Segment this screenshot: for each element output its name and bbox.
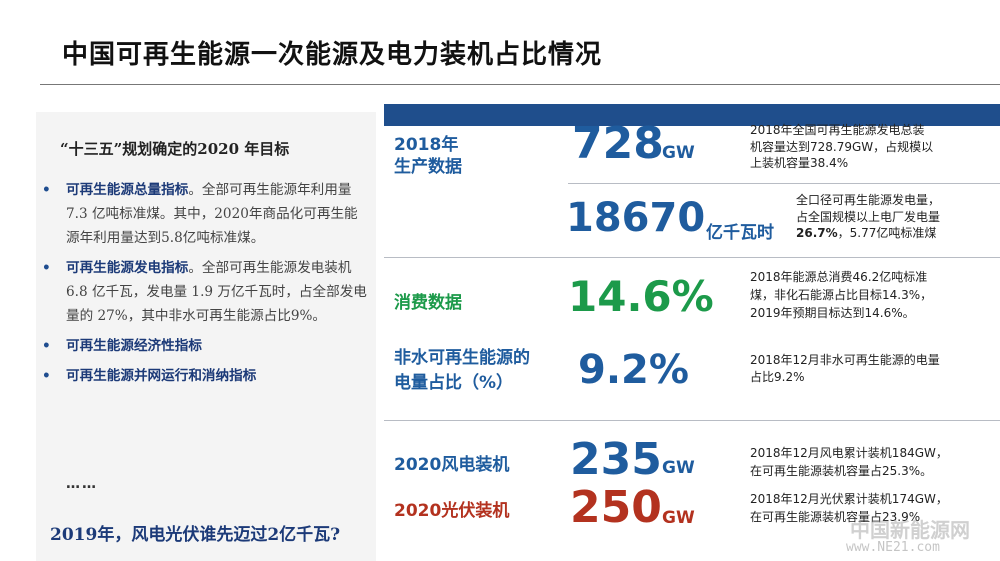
- target-list: • 可再生能源总量指标。全部可再生能源年利用量 7.3 亿吨标准煤。其中，202…: [40, 178, 370, 394]
- desc-line: 2018年12月风电累计装机184GW，: [750, 446, 948, 460]
- consumption-description: 2018年能源总消费46.2亿吨标准 煤，非化石能源占比目标14.3%， 201…: [750, 268, 980, 322]
- list-item: • 可再生能源总量指标。全部可再生能源年利用量 7.3 亿吨标准煤。其中，202…: [40, 178, 370, 250]
- desc-line: 2018年全国可再生能源发电总装: [750, 123, 925, 137]
- desc-highlight: 26.7%: [796, 226, 838, 240]
- consumption-value: 14.6%: [568, 272, 714, 321]
- list-item: • 可再生能源经济性指标: [40, 334, 370, 358]
- bullet-keyword: 可再生能源并网运行和消纳指标: [66, 368, 257, 384]
- ellipsis: ……: [66, 476, 98, 492]
- list-item: • 可再生能源发电指标。全部可再生能源发电装机 6.8 亿千瓦，发电量 1.9 …: [40, 256, 370, 328]
- bullet-text: 。全部可再生能源发电装机 6.8 亿千瓦，发电量 1.9 万亿千瓦时，占全部发电…: [66, 260, 367, 324]
- watermark-logo: 中国新能源网: [850, 518, 970, 542]
- row-divider: [568, 183, 1000, 184]
- row-divider: [384, 257, 1000, 258]
- desc-line: 在可再生能源装机容量占23.9%: [750, 510, 921, 524]
- pv-label: 2020光伏装机: [394, 501, 510, 521]
- production-label-line: 生产数据: [394, 157, 462, 177]
- header-band: [384, 104, 1000, 126]
- bullet-keyword: 可再生能源经济性指标: [66, 338, 202, 354]
- wind-value: 235: [570, 434, 662, 485]
- desc-line: 2018年能源总消费46.2亿吨标准: [750, 270, 928, 284]
- desc-text: ，5.77亿吨标准煤: [837, 226, 937, 240]
- capacity-description: 2018年全国可再生能源发电总装 机容量达到728.79GW，占规模以 上装机容…: [750, 122, 980, 172]
- consumption-label: 消费数据: [394, 293, 462, 313]
- nonhydro-label-line: 非水可再生能源的: [394, 348, 530, 368]
- nonhydro-description: 2018年12月非水可再生能源的电量 占比9.2%: [750, 352, 990, 385]
- wind-label: 2020风电装机: [394, 455, 510, 475]
- pv-value: 250: [570, 482, 662, 533]
- watermark-url: www.NE21.com: [846, 540, 940, 555]
- desc-line: 2018年12月非水可再生能源的电量: [750, 353, 940, 367]
- production-label-line: 2018年: [394, 135, 459, 155]
- nonhydro-value: 9.2%: [578, 347, 689, 393]
- wind-description: 2018年12月风电累计装机184GW， 在可再生能源装机容量占25.3%。: [750, 444, 990, 480]
- desc-line: 占全国规模以上电厂发电量: [796, 209, 941, 224]
- bullet-keyword: 可再生能源发电指标: [66, 260, 189, 276]
- generation-value: 18670: [566, 195, 706, 241]
- pv-description: 2018年12月光伏累计装机174GW， 在可再生能源装机容量占23.9%: [750, 490, 990, 526]
- left-subtitle: “十三五”规划确定的2020 年目标: [60, 140, 290, 158]
- desc-line: 机容量达到728.79GW，占规模以: [750, 139, 934, 154]
- capacity-unit: GW: [662, 143, 695, 163]
- bullet-keyword: 可再生能源总量指标: [66, 182, 189, 198]
- desc-line: 在可再生能源装机容量占25.3%。: [750, 464, 933, 478]
- list-item: • 可再生能源并网运行和消纳指标: [40, 364, 370, 388]
- generation-description: 全口径可再生能源发电量， 占全国规模以上电厂发电量 26.7%，5.77亿吨标准…: [796, 192, 996, 242]
- bullet-icon: •: [42, 260, 51, 276]
- desc-line: 煤，非化石能源占比目标14.3%，: [750, 288, 933, 302]
- wind-unit: GW: [662, 458, 695, 478]
- bullet-icon: •: [42, 338, 51, 354]
- nonhydro-label-line: 电量占比（%）: [394, 373, 514, 393]
- desc-line: 2018年12月光伏累计装机174GW，: [750, 492, 948, 506]
- left-panel: [36, 112, 376, 561]
- desc-line: 26.7%，5.77亿吨标准煤: [796, 225, 996, 242]
- capacity-value: 728: [572, 118, 664, 169]
- bullet-text: 。全部可再生能源年利用量 7.3 亿吨标准煤。其中，2020年商品化可再生能源年…: [66, 182, 358, 246]
- bottom-question: 2019年，风电光伏谁先迈过2亿千瓦?: [50, 525, 341, 545]
- title-divider: [40, 84, 1000, 85]
- bullet-icon: •: [42, 368, 51, 384]
- generation-unit: 亿千瓦时: [706, 223, 774, 243]
- desc-line: 占比9.2%: [750, 369, 805, 384]
- production-label: 2018年 生产数据: [394, 134, 462, 178]
- desc-line: 全口径可再生能源发电量，: [796, 193, 941, 207]
- pv-unit: GW: [662, 508, 695, 528]
- desc-line: 上装机容量38.4%: [750, 156, 849, 170]
- bullet-icon: •: [42, 182, 51, 198]
- page-title: 中国可再生能源一次能源及电力装机占比情况: [62, 40, 603, 70]
- nonhydro-label: 非水可再生能源的 电量占比（%）: [394, 346, 530, 396]
- row-divider: [384, 420, 1000, 421]
- desc-line: 2019年预期目标达到14.6%。: [750, 306, 915, 320]
